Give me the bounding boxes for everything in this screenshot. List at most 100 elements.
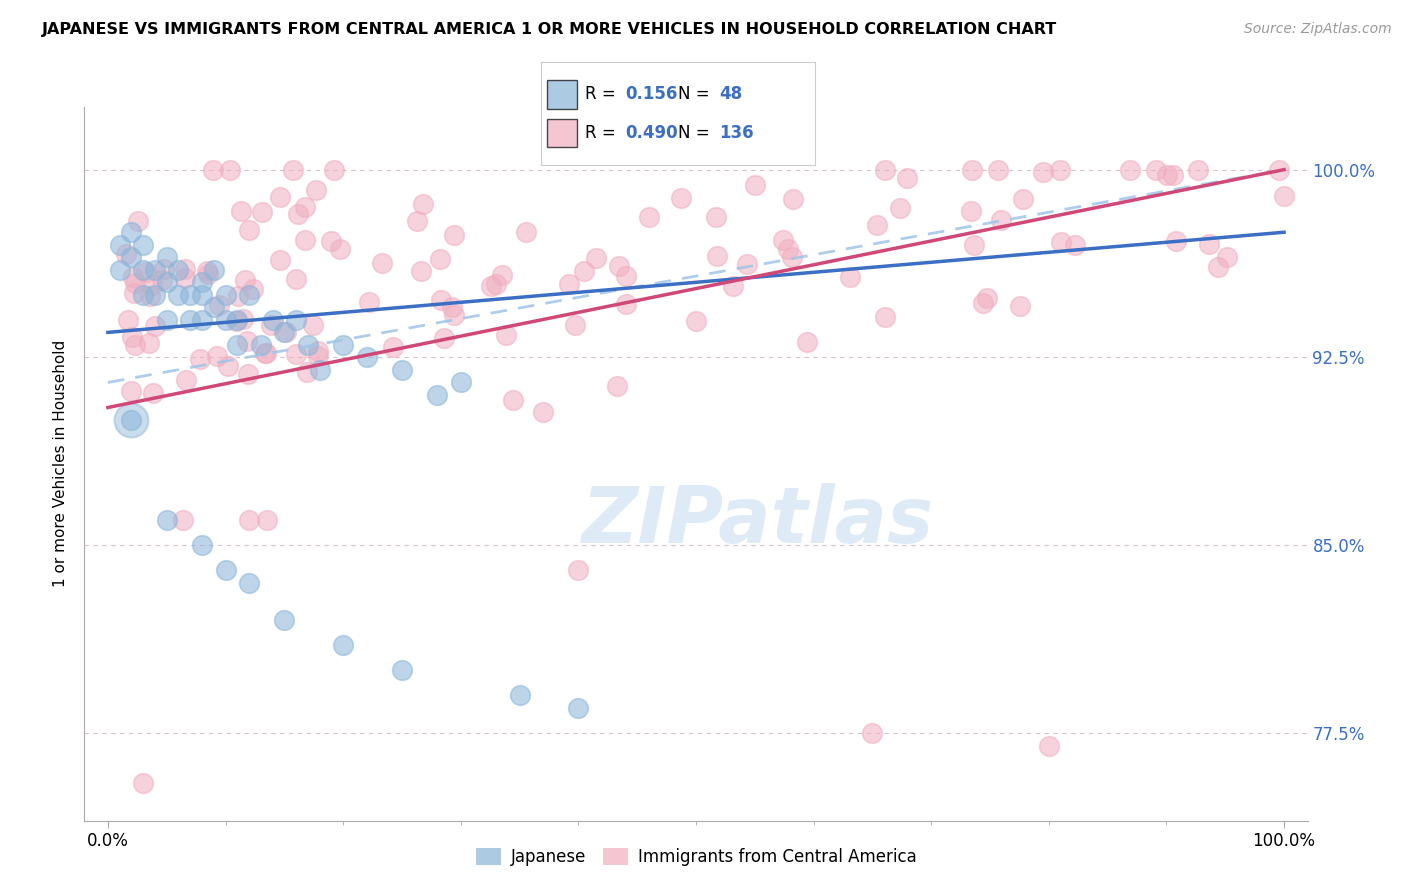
Point (301, 318, 323, 333)
Point (120, 225, 142, 239)
Point (1144, 162, 1167, 177)
Point (866, 218, 889, 232)
Point (143, 318, 166, 333)
Point (558, 277, 581, 292)
Point (1119, 162, 1142, 177)
Point (307, 344, 329, 359)
Point (108, 237, 131, 252)
Point (262, 313, 284, 327)
Point (172, 513, 194, 527)
Point (256, 513, 278, 527)
Text: 0.490: 0.490 (624, 124, 678, 142)
Point (273, 326, 295, 340)
Point (238, 367, 260, 381)
Point (121, 330, 143, 344)
Point (167, 262, 190, 277)
Point (987, 162, 1010, 177)
Point (332, 639, 354, 653)
Point (174, 261, 197, 276)
Point (323, 162, 346, 177)
Point (153, 261, 176, 276)
Point (179, 313, 201, 327)
Point (1216, 250, 1239, 264)
Point (531, 405, 554, 419)
Point (429, 252, 451, 267)
Point (124, 338, 146, 352)
Point (238, 223, 260, 237)
Point (305, 182, 328, 196)
Point (122, 269, 145, 284)
Point (156, 250, 179, 264)
Point (319, 235, 342, 249)
Point (254, 346, 277, 360)
Point (391, 664, 413, 678)
Point (495, 328, 517, 343)
Point (174, 271, 197, 285)
FancyBboxPatch shape (547, 80, 576, 109)
Point (607, 260, 630, 274)
Point (214, 288, 236, 302)
Point (412, 196, 434, 211)
Point (976, 292, 998, 306)
Point (479, 279, 502, 293)
Point (141, 277, 163, 292)
Text: R =: R = (585, 86, 621, 103)
Point (284, 347, 307, 361)
Point (167, 288, 190, 302)
Point (359, 295, 381, 310)
Point (108, 262, 131, 277)
Point (443, 308, 465, 322)
Point (297, 338, 319, 352)
Point (120, 250, 142, 264)
Point (1187, 162, 1209, 177)
Point (285, 313, 308, 327)
Point (896, 171, 918, 186)
Point (406, 214, 429, 228)
Point (391, 363, 413, 377)
Point (669, 191, 692, 205)
Point (238, 288, 260, 302)
Point (287, 207, 309, 221)
Point (1038, 739, 1060, 753)
Point (124, 277, 146, 291)
Point (191, 538, 214, 552)
Point (269, 253, 291, 268)
Point (782, 192, 804, 206)
Point (152, 272, 174, 286)
Point (143, 262, 166, 277)
Point (796, 334, 818, 349)
Point (233, 273, 256, 287)
Point (238, 513, 260, 527)
Text: 136: 136 (720, 124, 754, 142)
Point (960, 162, 983, 177)
Point (567, 563, 589, 577)
Point (426, 388, 449, 402)
Point (135, 265, 157, 279)
Point (1156, 168, 1178, 182)
Point (1049, 162, 1071, 177)
Point (283, 162, 305, 177)
Legend: Japanese, Immigrants from Central America: Japanese, Immigrants from Central Americ… (470, 841, 922, 873)
Point (115, 247, 138, 261)
Point (269, 190, 291, 204)
Point (226, 289, 249, 303)
Point (179, 288, 201, 302)
Point (606, 379, 628, 393)
Point (250, 204, 273, 219)
Point (1012, 192, 1035, 206)
Point (217, 359, 239, 373)
Point (509, 689, 531, 703)
Point (409, 264, 432, 278)
Point (450, 376, 472, 390)
Text: 48: 48 (720, 86, 742, 103)
Point (225, 314, 247, 328)
Text: N =: N = (679, 86, 716, 103)
Point (685, 314, 707, 328)
Point (295, 365, 318, 379)
Point (564, 318, 586, 332)
Point (132, 776, 155, 790)
Point (772, 233, 794, 247)
Point (202, 301, 225, 315)
Point (972, 296, 994, 310)
Point (744, 178, 766, 192)
